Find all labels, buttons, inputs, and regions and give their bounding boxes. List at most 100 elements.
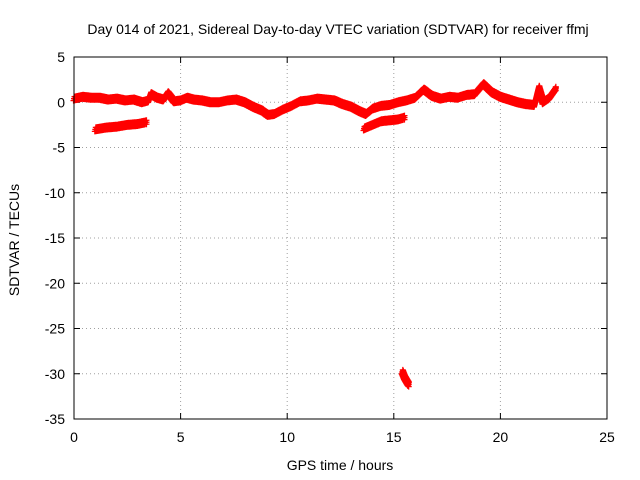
data-point [115,97,119,101]
series-outlier-track [398,366,412,390]
data-point [407,383,411,387]
x-tick-label: 15 [386,429,402,445]
data-point [306,98,311,102]
data-series [70,79,559,390]
data-point [166,91,170,95]
data-point [243,100,247,104]
data-point [541,100,545,104]
data-point [115,125,119,129]
data-point [481,82,485,86]
y-tick-label: -20 [45,275,65,291]
data-point [281,107,285,112]
data-point [272,112,276,116]
data-point [532,103,537,107]
data-point [413,96,417,100]
data-point [456,96,460,100]
data-point [349,105,353,109]
data-point [447,95,451,99]
y-axis-label: SDTVAR / TECUs [6,184,22,296]
series-lower-track-early [91,117,150,135]
x-tick-label: 0 [70,429,78,445]
data-point [140,100,144,104]
x-tick-label: 20 [493,429,509,445]
y-tick-label: -25 [45,321,65,337]
data-point [89,96,93,100]
data-point [136,122,140,126]
data-point [93,127,97,131]
x-tick-label: 5 [177,429,185,445]
data-point [225,98,230,102]
data-point [498,95,502,99]
data-point [149,92,153,96]
data-point [289,104,294,108]
y-tick-label: 0 [57,94,65,110]
data-point [80,95,85,99]
data-point [200,98,204,102]
data-point [405,379,409,383]
data-point [364,112,368,116]
data-point [161,97,166,102]
data-point [396,117,400,121]
data-point [490,90,494,94]
data-point [402,116,407,120]
data-point [370,123,375,127]
y-tick-label: 5 [57,49,65,65]
axis-ticks: 0 5 10 15 20 25 5 0 -5 -10 -15 -20 -25 -30 -35 [45,49,615,445]
data-point [125,123,129,127]
data-point [98,96,102,100]
data-point [179,98,183,102]
plot-frame [73,56,608,420]
data-point [387,103,392,107]
data-point [315,97,319,101]
data-point [430,94,434,98]
data-point [439,97,443,101]
data-point [507,97,511,102]
data-point [324,97,328,102]
chart-title: Day 014 of 2021, Sidereal Day-to-day VTE… [87,21,588,37]
data-point [144,120,149,124]
data-point [132,97,136,102]
data-point [547,96,552,100]
y-tick-label: -30 [45,366,65,382]
data-point [396,100,400,104]
y-tick-label: -15 [45,230,65,246]
data-point [266,113,270,117]
data-point [402,375,407,379]
data-point [208,100,212,104]
x-axis-label: GPS time / hours [287,457,394,473]
data-point [191,97,195,102]
data-point [515,100,520,104]
data-point [341,102,345,106]
data-point [251,105,255,109]
data-point [172,99,176,103]
data-point [370,107,375,111]
x-tick-label: 25 [599,429,615,445]
data-point [298,99,302,103]
x-tick-label: 10 [279,429,295,445]
data-point [358,109,362,113]
data-point [400,370,404,374]
data-point [155,96,159,100]
data-point [554,87,558,91]
data-point [379,119,383,123]
data-point [260,108,264,112]
y-tick-label: -35 [45,411,65,427]
data-point [104,126,108,130]
data-point [217,100,221,104]
data-point [537,86,541,90]
data-point [123,98,127,102]
data-point [473,92,477,96]
data-point [405,98,409,102]
data-point [332,98,336,102]
data-point [464,93,468,97]
data-point [422,88,426,92]
data-point [234,97,238,102]
data-point [106,97,110,102]
data-point [387,118,392,122]
y-tick-label: -5 [53,140,66,156]
series-lower-track-afternoon [360,112,408,134]
data-point [147,98,151,102]
data-point [362,126,366,131]
